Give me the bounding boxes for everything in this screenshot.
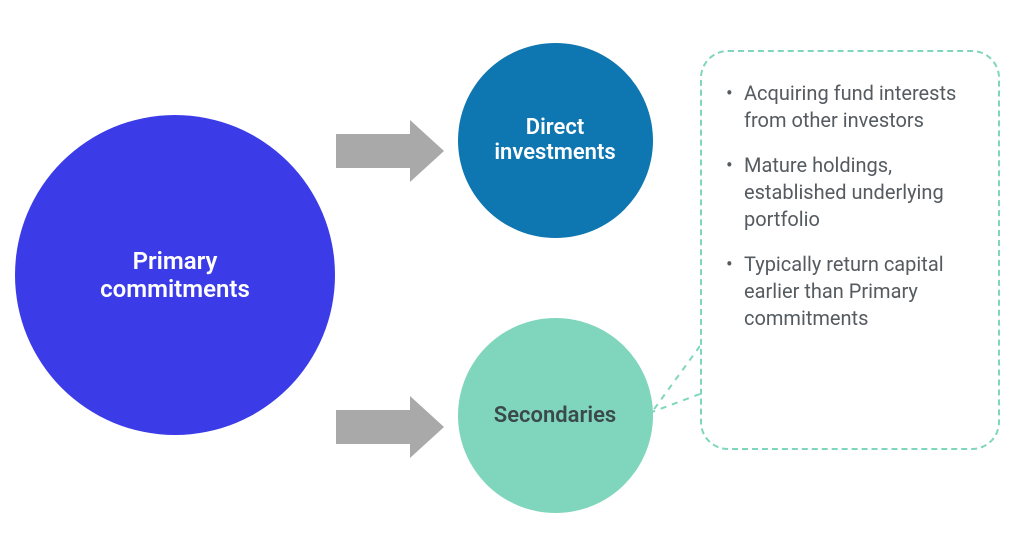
primary-commitments-label: Primary commitments — [100, 247, 250, 303]
arrow-to-secondaries-icon — [336, 396, 444, 458]
primary-commitments-circle: Primary commitments — [15, 115, 335, 435]
direct-investments-label: Direct investments — [494, 115, 615, 165]
secondaries-label: Secondaries — [494, 403, 616, 428]
direct-investments-circle: Direct investments — [458, 43, 653, 238]
callout-list: Acquiring fund interests from other inve… — [744, 80, 972, 332]
callout-item: Mature holdings, established underlying … — [744, 152, 972, 233]
callout-item: Acquiring fund interests from other inve… — [744, 80, 972, 134]
arrow-to-direct-icon — [336, 120, 444, 182]
secondaries-circle: Secondaries — [458, 318, 653, 513]
callout-item: Typically return capital earlier than Pr… — [744, 251, 972, 332]
secondaries-callout: Acquiring fund interests from other inve… — [700, 50, 1000, 450]
